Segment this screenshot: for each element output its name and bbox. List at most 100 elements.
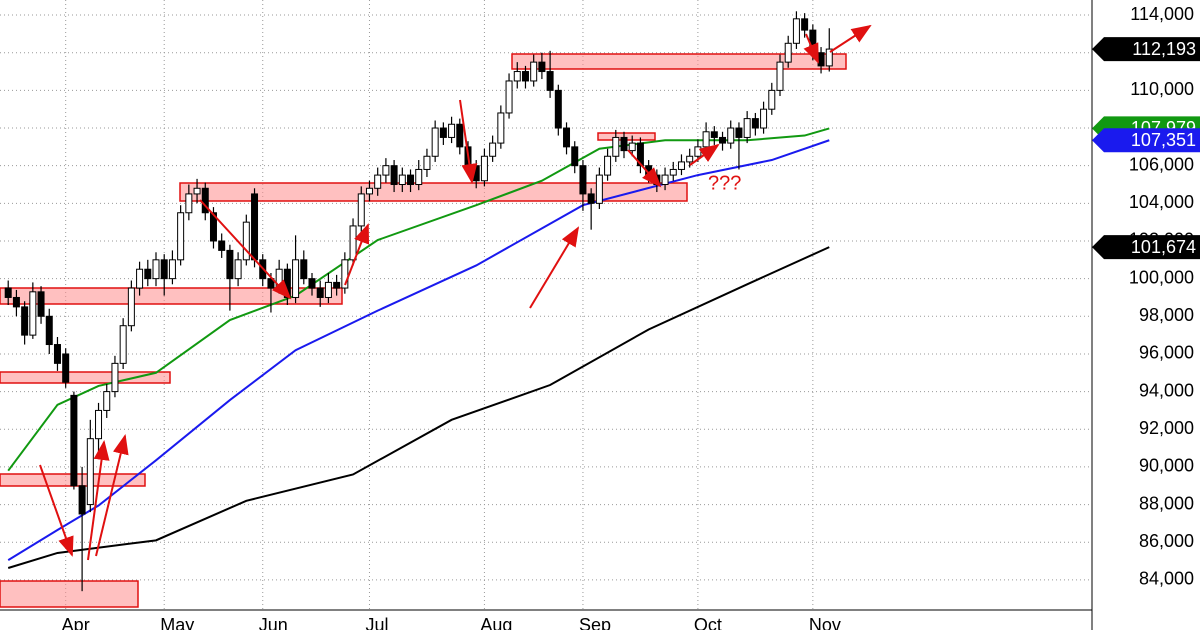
zone [179, 182, 688, 202]
candle-body [636, 142, 644, 167]
x-tick-label: May [160, 615, 194, 630]
candle-body [45, 315, 53, 346]
candle-body [431, 127, 439, 157]
y-tick-label: 104,000 [1129, 192, 1194, 212]
candle-body [390, 165, 398, 186]
candle-body [439, 127, 447, 138]
arrow [199, 199, 292, 300]
arrow [689, 143, 720, 166]
candle-body [686, 155, 694, 163]
candle-body [825, 48, 833, 67]
price-tag-label: 107,351 [1131, 130, 1196, 150]
candle-body [308, 278, 316, 289]
candle-body [78, 485, 86, 515]
grid [0, 0, 1092, 610]
candle-body [579, 165, 587, 195]
candle-body [234, 259, 242, 280]
candle-body [694, 146, 702, 157]
price-tag-label: 101,674 [1131, 237, 1196, 257]
price-tag [1092, 235, 1200, 260]
x-tick-label: Aug [480, 615, 512, 630]
candle-body [620, 136, 628, 152]
x-tick-label: Jul [365, 615, 388, 630]
candle-body [300, 259, 308, 280]
candle-body [554, 89, 562, 129]
zone [0, 371, 171, 384]
candle-body [480, 155, 488, 182]
x-tick-label: Sep [579, 615, 611, 630]
candle-body [103, 391, 111, 411]
candle-body [144, 268, 152, 280]
candle-body [168, 259, 176, 280]
candle-body [817, 52, 825, 67]
candle-body [423, 155, 431, 170]
candle-body [513, 71, 521, 82]
candle-body [538, 61, 546, 73]
candle-body [251, 193, 259, 261]
candle-body [456, 123, 464, 148]
candle-body [407, 174, 415, 186]
candle-body [546, 71, 554, 91]
candle-body [111, 362, 119, 393]
candle-body [136, 268, 144, 289]
y-tick-label: 94,000 [1139, 380, 1194, 400]
arrow [829, 24, 872, 53]
candle-body [415, 168, 423, 186]
candle-body [242, 221, 250, 261]
price-tag [1092, 128, 1200, 153]
candle-body [29, 291, 37, 336]
x-tick-label: Oct [694, 615, 722, 630]
candle-body [333, 281, 341, 289]
candle-body [710, 131, 718, 138]
candle-body [292, 259, 300, 298]
y-tick-label: 98,000 [1139, 305, 1194, 325]
candle-body [792, 18, 800, 44]
candle-body [719, 136, 727, 144]
candle-body [735, 127, 743, 138]
y-tick-label: 96,000 [1139, 343, 1194, 363]
candle-body [727, 127, 735, 144]
candle-body [497, 112, 505, 144]
candle-body [571, 146, 579, 167]
zone [0, 287, 343, 305]
candle-body [21, 306, 29, 336]
candle-body [53, 344, 61, 364]
price-tag [1092, 37, 1200, 62]
candle-body [316, 287, 324, 298]
x-tick-label: Nov [809, 615, 841, 630]
candle-body [743, 118, 751, 138]
candle-body [472, 165, 480, 182]
y-tick-label: 86,000 [1139, 531, 1194, 551]
candle-body [784, 42, 792, 63]
candle-body [628, 142, 636, 152]
arrow [39, 464, 74, 557]
x-tick-label: Jun [259, 615, 288, 630]
candle-body [448, 123, 456, 138]
candle-body [201, 187, 209, 214]
candle-body [587, 193, 595, 204]
y-tick-label: 88,000 [1139, 493, 1194, 513]
candle-body [160, 259, 168, 280]
candle-body [218, 240, 226, 251]
candle-body [612, 136, 620, 157]
y-tick-label: 92,000 [1139, 418, 1194, 438]
y-tick-label: 84,000 [1139, 569, 1194, 589]
zone [511, 53, 847, 70]
candle-body [661, 174, 669, 186]
y-tick-label: 110,000 [1130, 79, 1194, 99]
candle-body [669, 168, 677, 176]
y-tick-label: 106,000 [1129, 154, 1194, 174]
annotation: ??? [708, 172, 741, 194]
candle-body [349, 225, 357, 261]
candle-body [760, 108, 768, 129]
candle-body [677, 161, 685, 170]
candle-body [751, 118, 759, 129]
candle-body [702, 131, 710, 148]
candle-body [505, 80, 513, 114]
candle-body [193, 187, 201, 195]
candle-body [776, 61, 784, 91]
arrow [344, 223, 370, 286]
zones [0, 53, 847, 608]
